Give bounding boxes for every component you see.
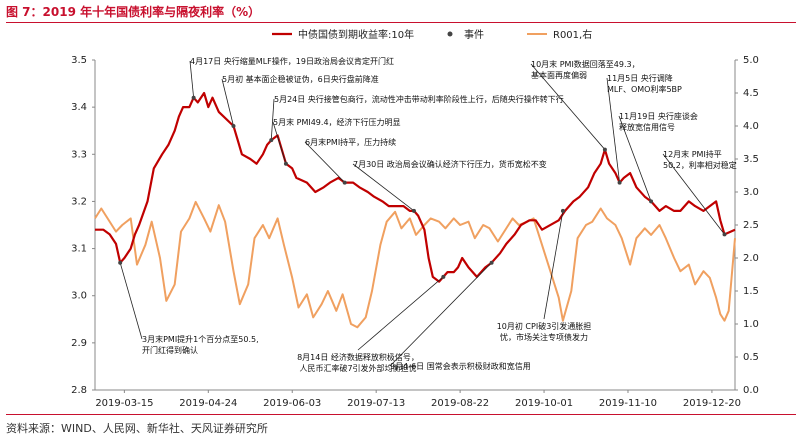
footer-divider — [6, 414, 796, 415]
event-marker — [560, 208, 565, 213]
x-tick-label: 2019-03-15 — [95, 398, 153, 409]
event-label: 人民币汇率破7引发外部均衡担忧 — [299, 363, 416, 373]
event-label: 开门红得到确认 — [142, 345, 198, 355]
event-leader-line — [662, 153, 725, 235]
y-right-tick-label: 3.5 — [743, 154, 759, 165]
event-marker — [722, 232, 727, 237]
event-marker — [118, 260, 123, 265]
event-leader-line — [272, 121, 287, 164]
event-label: 11月19日 央行座谈会 — [619, 111, 698, 121]
event-label: 11月5日 央行调降 — [607, 73, 673, 83]
legend-swatch-event — [447, 31, 453, 37]
y-left-tick-label: 3.1 — [71, 244, 87, 255]
event-marker — [617, 180, 622, 185]
y-right-tick-label: 4.0 — [743, 121, 759, 132]
event-marker — [269, 138, 274, 143]
y-right-tick-label: 1.5 — [743, 286, 759, 297]
x-tick-label: 2019-12-20 — [683, 398, 741, 409]
legend-label-event: 事件 — [464, 28, 484, 41]
event-label: 5月24日 央行接管包商行，流动性冲击带动利率阶段性上行，后随央行操作转下行 — [274, 94, 564, 104]
event-marker — [489, 260, 494, 265]
y-right-tick-label: 2.5 — [743, 220, 759, 231]
y-left-tick-label: 2.8 — [71, 385, 87, 396]
x-tick-label: 2019-04-24 — [179, 398, 237, 409]
y-left-tick-label: 3.4 — [71, 102, 87, 113]
y-right-tick-label: 5.0 — [743, 55, 759, 66]
event-marker — [283, 161, 288, 166]
event-leader-line — [618, 115, 652, 202]
event-leader-line — [389, 262, 492, 367]
event-leader-line — [543, 210, 564, 320]
event-label: 释放宽信用信号 — [619, 122, 675, 132]
chart-area: 2.8 2.9 3.0 3.1 3.2 3.3 3.4 3.5 0.0 0.5 1.0 1.5 2.0 2… — [71, 28, 759, 409]
event-leader-line — [119, 262, 143, 340]
event-label: 4月17日 央行缩量MLF操作，19日政治局会议肯定开门红 — [190, 56, 394, 66]
event-label: 7月30日 政治局会议确认经济下行压力，货币宽松不变 — [353, 159, 547, 169]
series-line-bond-10y — [95, 91, 736, 283]
event-marker — [441, 274, 446, 279]
y-left-tick-label: 2.9 — [71, 338, 87, 349]
legend-label-r001: R001,右 — [553, 28, 592, 41]
event-label: 9月4-6日 国常会表示积极财政和宽信用 — [390, 361, 531, 371]
x-tick-label: 2019-08-22 — [431, 398, 489, 409]
event-label: 50.2，利率相对稳定 — [663, 160, 737, 170]
event-marker — [411, 208, 416, 213]
y-left-tick-label: 3.2 — [71, 196, 87, 207]
event-label: 12月末 PMI持平 — [663, 149, 722, 159]
event-marker — [231, 124, 236, 128]
event-leader-line — [270, 98, 275, 141]
legend-label-bond: 中债国债到期收益率:10年 — [298, 28, 414, 41]
y-left-tick-label: 3.3 — [71, 149, 87, 160]
axes: 2.8 2.9 3.0 3.1 3.2 3.3 3.4 3.5 0.0 0.5 1.0 1.5 2.0 2… — [71, 55, 759, 409]
series-line-r001 — [94, 200, 736, 329]
event-label: 8月14日 经济数据释放积极信号， — [297, 352, 419, 362]
y-right-tick-label: 4.5 — [743, 88, 759, 99]
event-label: 6月末PMI持平，压力持续 — [305, 137, 396, 147]
y-right-tick-label: 0.5 — [743, 352, 759, 363]
event-layer: 3月末PMI提升1个百分点至50.5,开门红得到确认 4月17日 央行缩量MLF操… — [118, 56, 737, 373]
event-label: 5月末 PMI49.4，经济下行压力明显 — [273, 117, 401, 127]
legend: 中债国债到期收益率:10年 事件 R001,右 — [272, 28, 592, 41]
x-tick-label: 2019-07-13 — [347, 398, 405, 409]
event-label: 10月末 PMI数据回落至49.3， — [531, 59, 640, 69]
event-leader-line — [352, 163, 415, 212]
y-right-tick-label: 3.0 — [743, 187, 759, 198]
x-tick-label: 2019-11-10 — [599, 398, 657, 409]
event-label: 基本面再度偏弱 — [531, 70, 587, 80]
y-right-tick-label: 2.0 — [743, 253, 759, 264]
event-marker — [342, 180, 347, 185]
event-label: 5月初 基本面企稳被证伪，6日央行盘前降准 — [222, 74, 379, 84]
x-tick-label: 2019-06-03 — [263, 398, 321, 409]
event-leader-line — [606, 77, 620, 183]
event-label: 10月初 CPI破3引发通胀担 — [497, 321, 592, 331]
event-leader-line — [530, 63, 606, 150]
title-divider — [6, 22, 796, 23]
event-label: MLF、OMO利率5BP — [607, 84, 682, 94]
event-leader-line — [189, 60, 195, 98]
event-leader-line — [357, 276, 444, 351]
y-left-tick-label: 3.5 — [71, 55, 87, 66]
event-marker — [649, 199, 654, 204]
y-left-tick-label: 3.0 — [71, 291, 87, 302]
event-label: 3月末PMI提升1个百分点至50.5, — [142, 334, 259, 344]
y-right-tick-label: 1.0 — [743, 319, 759, 330]
event-leader-line — [304, 141, 345, 183]
chart-title: 图 7：2019 年十年国债利率与隔夜利率（%） — [6, 5, 261, 19]
event-marker — [191, 95, 196, 100]
event-label: 忧，市场关注专项债发力 — [500, 332, 588, 342]
event-leader-line — [221, 78, 234, 127]
event-marker — [602, 147, 607, 152]
x-tick-label: 2019-10-01 — [515, 398, 573, 409]
y-right-tick-label: 0.0 — [743, 385, 759, 396]
source-note: 资料来源：WIND、人民网、新华社、天风证券研究所 — [6, 422, 268, 435]
